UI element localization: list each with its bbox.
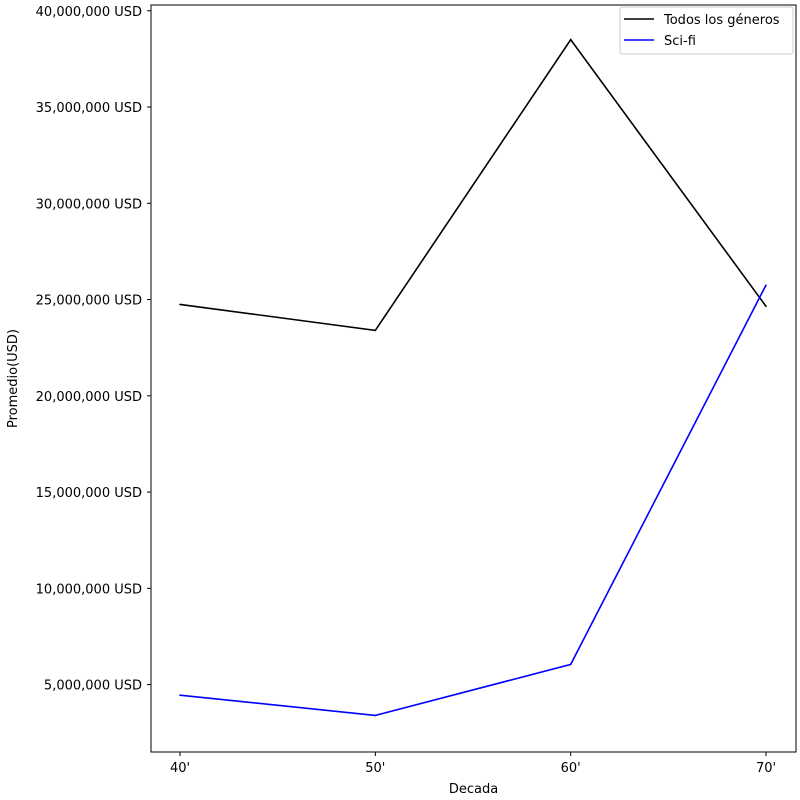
y-tick-label: 10,000,000 USD [36,582,142,597]
x-tick-label: 50' [365,761,385,776]
y-tick-label: 40,000,000 USD [36,5,142,20]
y-tick-label: 25,000,000 USD [36,294,142,309]
data-point [569,663,572,666]
series-line-1 [179,38,767,332]
y-axis-ticks: 5,000,000 USD 10,000,000 USD 15,000,000 US… [36,5,151,694]
x-tick-label: 40' [170,761,190,776]
x-axis-label: Decada [449,782,498,797]
y-axis-label: Promedio(USD) [6,329,21,428]
y-tick-label: 30,000,000 USD [36,197,142,212]
data-point [569,38,572,41]
legend-box [619,6,794,55]
legend: Todos los géneros Sci-fi [619,6,794,55]
x-axis-ticks: 40' 50' 60' 70' [170,752,776,776]
data-point [765,305,767,308]
plot-frame [150,4,797,753]
y-tick-label: 15,000,000 USD [36,486,142,501]
x-tick-label: 70' [756,761,776,776]
data-point [374,714,377,717]
y-tick-label: 35,000,000 USD [36,101,142,116]
legend-label: Sci-fi [664,34,696,49]
y-tick-label: 5,000,000 USD [44,679,142,694]
data-point [179,694,181,697]
legend-label: Todos los géneros [663,13,780,28]
x-tick-label: 60' [561,761,581,776]
data-point [374,329,377,332]
plot-lines [179,38,767,717]
data-point [179,303,181,306]
data-point [765,284,767,286]
y-tick-label: 20,000,000 USD [36,390,142,405]
series-line-2 [179,284,767,717]
